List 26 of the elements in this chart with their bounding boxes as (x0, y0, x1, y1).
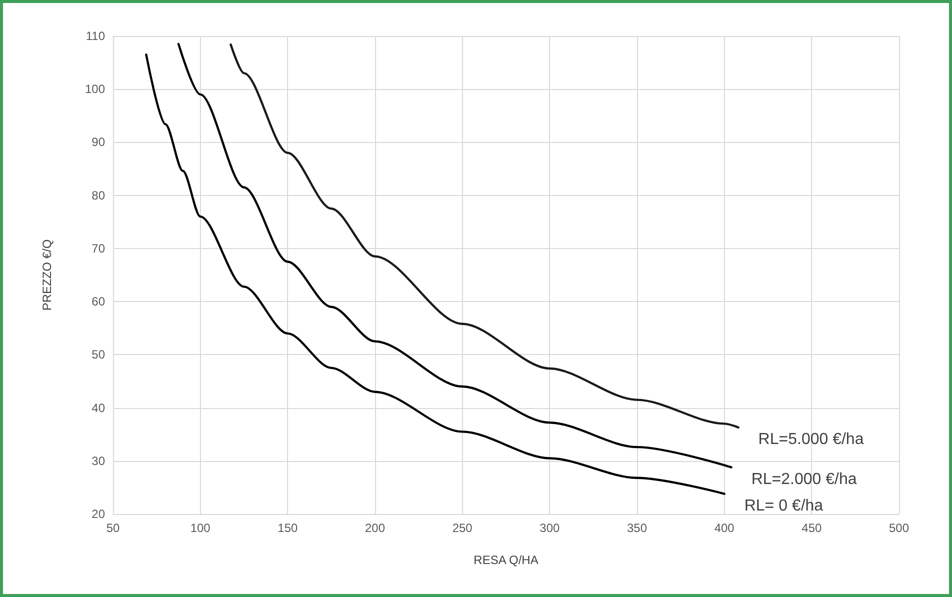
y-tick-label: 50 (92, 348, 106, 362)
series-label: RL=2.000 €/ha (751, 470, 857, 488)
x-tick-label: 50 (106, 521, 120, 535)
x-tick-label: 150 (278, 521, 298, 535)
y-tick-label: 20 (92, 507, 106, 521)
series-label: RL=5.000 €/ha (758, 430, 864, 448)
x-tick-label: 300 (540, 521, 560, 535)
x-tick-label: 500 (888, 521, 910, 535)
x-tick-label: 200 (364, 521, 386, 535)
y-tick-label: 80 (92, 188, 106, 202)
y-tick-label: 40 (92, 400, 106, 415)
y-tick-label: 90 (92, 135, 106, 150)
line-series (230, 43, 740, 429)
series-label: RL= 0 €/ha (744, 497, 824, 514)
x-tick-label: 350 (626, 521, 648, 535)
x-tick-label: 250 (452, 521, 473, 535)
y-tick-label: 60 (92, 294, 106, 309)
y-tick-label: 110 (86, 29, 106, 43)
x-tick-label: 400 (714, 521, 735, 535)
x-tick-label: 100 (190, 521, 211, 535)
x-axis-title: RESA Q/HA (474, 553, 538, 567)
y-tick-label: 70 (92, 241, 106, 256)
y-axis-title: PREZZO €/Q (40, 239, 54, 311)
x-tick-label: 450 (802, 521, 822, 535)
y-tick-label: 100 (84, 82, 106, 96)
y-tick-label: 30 (92, 454, 106, 468)
